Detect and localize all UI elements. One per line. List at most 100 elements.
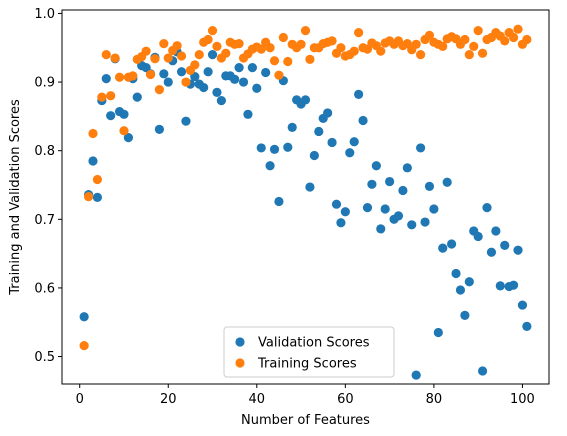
validation-point [411, 370, 421, 380]
training-point [460, 34, 470, 45]
validation-point [424, 181, 435, 191]
training-point [411, 39, 421, 49]
validation-point [331, 199, 342, 209]
validation-point [283, 142, 293, 152]
validation-point [252, 83, 262, 93]
validation-point [287, 122, 297, 132]
validation-point [477, 366, 488, 376]
validation-point [216, 95, 226, 106]
training-point [305, 54, 315, 65]
validation-point [305, 182, 315, 192]
training-point [477, 48, 488, 58]
validation-point [132, 92, 142, 102]
legend-entry: Validation Scores [258, 336, 370, 351]
training-point [438, 41, 448, 51]
validation-point [455, 285, 466, 295]
x-tick-label: 80 [426, 392, 443, 407]
validation-point [460, 310, 470, 320]
training-point [256, 44, 266, 54]
training-point [469, 41, 479, 51]
validation-point [230, 74, 240, 84]
validation-point [247, 63, 257, 73]
validation-point [106, 111, 116, 121]
training-point [145, 69, 156, 80]
validation-point [420, 217, 430, 227]
validation-point [300, 95, 311, 105]
training-point [92, 174, 103, 185]
validation-point [473, 231, 483, 242]
validation-point [92, 192, 103, 202]
legend-entry: Training Scores [257, 357, 357, 372]
y-tick-label: 0.9 [34, 76, 55, 91]
validation-point [309, 150, 319, 161]
training-point [106, 91, 116, 101]
series-training [79, 24, 532, 351]
x-tick-label: 100 [510, 392, 535, 407]
validation-point [256, 143, 266, 153]
validation-point [451, 268, 461, 279]
axis-layer: 0 20 40 60 80 100 0.5 0.6 0.7 0.8 0.9 1.0 [34, 7, 550, 407]
training-point [522, 34, 532, 45]
training-point [110, 53, 120, 63]
validation-point [340, 207, 350, 217]
training-point [194, 50, 204, 60]
validation-point [416, 143, 426, 153]
validation-point [238, 77, 249, 87]
training-point [296, 39, 306, 49]
training-point [424, 30, 435, 40]
training-point [327, 36, 337, 46]
training-point [508, 32, 519, 43]
validation-point [508, 280, 519, 290]
training-point [88, 128, 98, 139]
training-point [283, 56, 293, 67]
validation-point [354, 89, 364, 100]
legend-marker [235, 358, 245, 368]
validation-point [442, 177, 452, 187]
validation-point [345, 148, 355, 158]
x-tick-label: 40 [249, 392, 266, 407]
training-point [154, 85, 164, 95]
validation-point [199, 82, 209, 93]
validation-point [269, 144, 280, 154]
training-point [101, 50, 111, 60]
validation-point [438, 243, 448, 253]
validation-point [234, 63, 244, 73]
training-point [203, 34, 213, 45]
legend: Validation Scores Training Scores [223, 326, 395, 378]
validation-point [265, 161, 275, 171]
training-point [416, 50, 426, 60]
validation-point [495, 281, 505, 291]
validation-point [119, 109, 129, 119]
validation-point [500, 240, 510, 250]
validation-point [79, 312, 89, 322]
y-tick-label: 0.7 [34, 213, 55, 228]
validation-point [163, 77, 173, 87]
validation-point [207, 50, 218, 60]
validation-point [367, 179, 377, 189]
training-point [207, 25, 218, 36]
x-tick-label: 20 [160, 392, 177, 407]
validation-point [327, 137, 337, 148]
validation-point [349, 137, 359, 147]
training-point [190, 60, 200, 70]
x-tick-label: 60 [337, 392, 354, 407]
validation-point [336, 218, 346, 228]
training-point [141, 46, 151, 56]
training-point [349, 46, 359, 56]
training-point [181, 77, 191, 87]
training-point [128, 71, 138, 81]
training-point [176, 51, 187, 61]
validation-point [323, 108, 333, 118]
validation-point [362, 203, 373, 213]
training-point [274, 70, 284, 80]
validation-point [212, 87, 222, 97]
y-tick-label: 0.5 [34, 350, 55, 365]
validation-point [486, 247, 497, 257]
training-point [464, 50, 474, 60]
training-point [300, 25, 311, 36]
validation-point [88, 156, 98, 166]
legend-marker [235, 337, 245, 347]
training-point [513, 24, 523, 34]
validation-point [159, 69, 169, 79]
